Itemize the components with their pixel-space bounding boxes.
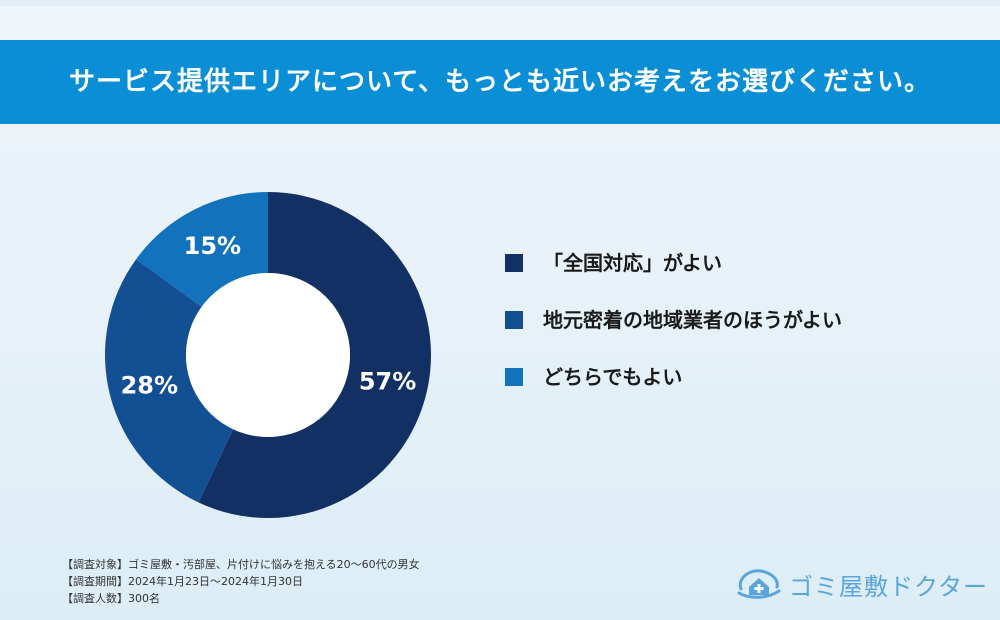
legend-swatch-1 <box>505 254 523 272</box>
chart-title: サービス提供エリアについて、もっとも近いお考えをお選びください。 <box>69 67 931 97</box>
survey-notes: 【調査対象】ゴミ屋敷・汚部屋、片付けに悩みを抱える20〜60代の男女 【調査期間… <box>62 556 420 607</box>
title-bar: サービス提供エリアについて、もっとも近いお考えをお選びください。 <box>0 40 1000 124</box>
donut-slice-3 <box>136 192 268 307</box>
note-survey-count: 【調査人数】300名 <box>62 592 160 605</box>
donut-slice-2 <box>104 259 234 503</box>
slice-value-label-2: 28% <box>121 371 178 399</box>
top-border <box>0 0 1000 6</box>
legend-label-3: どちらでもよい <box>543 365 683 389</box>
legend-swatch-3 <box>505 368 523 386</box>
slice-value-label-3: 15% <box>184 232 241 260</box>
logo-text: ゴミ屋敷ドクター <box>789 573 989 601</box>
note-survey-target: 【調査対象】ゴミ屋敷・汚部屋、片付けに悩みを抱える20〜60代の男女 <box>62 558 420 571</box>
note-survey-period: 【調査期間】2024年1月23日〜2024年1月30日 <box>62 575 303 588</box>
donut-hole <box>186 273 350 437</box>
legend-swatch-2 <box>505 311 523 329</box>
slice-value-label-1: 57% <box>359 368 416 396</box>
donut-slice-1 <box>198 192 432 518</box>
house-with-cross-logo-icon <box>737 569 781 599</box>
donut-chart: 57% 28% 15% <box>104 192 432 518</box>
legend-label-1: 「全国対応」がよい <box>543 251 722 275</box>
brand-logo: ゴミ屋敷ドクター <box>735 565 987 601</box>
legend-label-2: 地元密着の地域業者のほうがよい <box>543 308 842 332</box>
